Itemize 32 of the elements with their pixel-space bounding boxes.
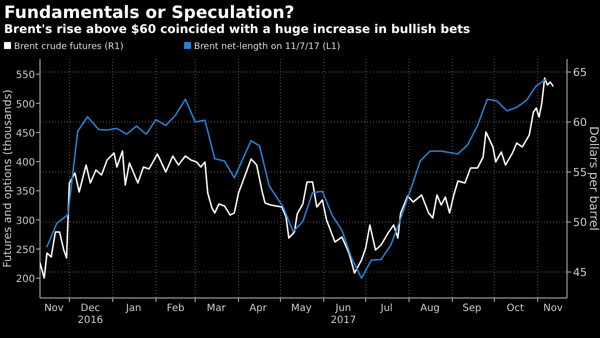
x-tick-label: Aug bbox=[420, 303, 440, 314]
y2-tick-label: 65 bbox=[573, 66, 587, 79]
y-tick-label: 550 bbox=[16, 70, 35, 82]
y-tick-label: 500 bbox=[16, 99, 35, 110]
chart-subtitle: Brent's rise above $60 coincided with a huge increase in bullish bets bbox=[4, 22, 470, 36]
x-tick-label: Nov bbox=[543, 303, 563, 314]
legend-label: Brent net-length on 11/7/17 (L1) bbox=[194, 42, 340, 52]
x-tick-label: Apr bbox=[249, 303, 268, 314]
x-tick-label: Jun 2017 bbox=[330, 303, 356, 326]
y-axis-title: Futures and options (thousands) bbox=[1, 89, 14, 268]
y-tick-label: 250 bbox=[16, 245, 35, 256]
chart-title: Fundamentals or Speculation? bbox=[4, 3, 294, 23]
x-tick-label: Nov bbox=[44, 303, 64, 314]
x-tick-label: Oct bbox=[506, 303, 524, 314]
x-tick-label: Dec 2016 bbox=[78, 303, 104, 326]
y-tick-label: 350 bbox=[16, 186, 35, 198]
x-tick-label: Jan bbox=[124, 303, 142, 314]
x-tick-label: Mar bbox=[206, 303, 226, 314]
y2-tick-label: 55 bbox=[573, 166, 587, 179]
y2-tick-label: 50 bbox=[573, 216, 587, 229]
y-tick-label: 450 bbox=[16, 128, 35, 140]
y-tick-label: 200 bbox=[16, 274, 35, 286]
y-tick-label: 400 bbox=[16, 158, 35, 169]
x-tick-label: Jul bbox=[380, 303, 393, 314]
y2-axis-title: Dollars per barrel bbox=[587, 126, 600, 231]
y-tick-label: 300 bbox=[16, 216, 35, 227]
legend-label: Brent crude futures (R1) bbox=[14, 42, 124, 52]
x-tick-label: May bbox=[291, 303, 312, 314]
y2-tick-label: 45 bbox=[573, 266, 587, 279]
x-tick-label: Feb bbox=[166, 303, 184, 314]
y2-tick-label: 60 bbox=[573, 116, 587, 129]
x-tick-label: Sep bbox=[462, 303, 482, 314]
